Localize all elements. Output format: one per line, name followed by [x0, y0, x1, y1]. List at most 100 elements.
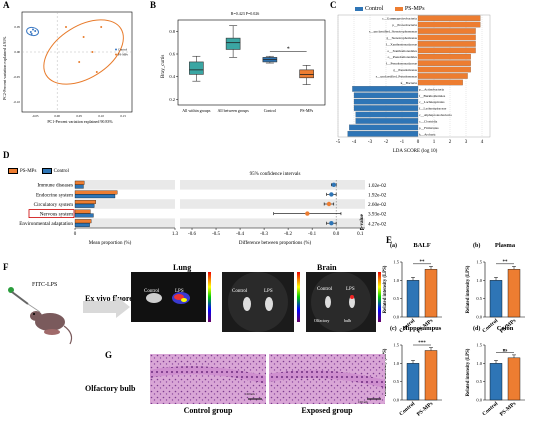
sig-mark: ** — [420, 260, 426, 265]
lefse-xtick: -3 — [368, 140, 373, 145]
panel-label-g: G — [105, 350, 113, 360]
function-name: Environmental adaptation — [19, 221, 73, 227]
olfactory-bulb-row-label: Olfactory bulb — [85, 384, 136, 393]
bray-ytick: 0.2 — [169, 97, 175, 102]
ytick: 0.0 — [393, 398, 399, 403]
right-xtick: -0.5 — [212, 232, 220, 237]
brain2-control-sample — [325, 296, 331, 308]
lefse-bar — [417, 15, 481, 22]
lefse-label: g__Stenotrophomonas — [386, 36, 417, 40]
ytick: 1.0 — [393, 278, 399, 283]
lefse-label: k__Archaea — [419, 132, 436, 136]
panel-label-e: E — [386, 235, 393, 245]
function-name: Nervous system — [40, 212, 73, 218]
pcoa-plot: -0.05 0.00 0.05 0.10 0.15 -0.10 -0.05 0.00 0.05 C… — [13, 11, 133, 118]
lefse-xtick: 1 — [433, 140, 436, 145]
brain2-lps-label: LPS — [346, 287, 355, 292]
scale-label-control: 100 um — [245, 392, 255, 396]
ytick: 1.0 — [476, 361, 482, 366]
lefse-label: c__Clostridia — [419, 119, 438, 123]
lefse-label: c__Gammaproteobacteria — [382, 17, 418, 21]
bray-category: PS-MPs — [300, 108, 314, 113]
function-name: Immune diseases — [37, 183, 73, 189]
bray-ytick: 0.6 — [169, 52, 175, 57]
lefse-label: f__Xanthomonadaceae — [386, 42, 418, 46]
lefse-bar — [349, 124, 419, 131]
lefse-bar — [355, 111, 419, 118]
ps-point — [100, 26, 103, 28]
lefse-label: f__Lachnospiraceae — [419, 107, 447, 111]
legend-label-ps: PS-MPs — [118, 53, 129, 57]
pcoa-xlabel: PC1-Percent variation explained 90.83% — [47, 119, 113, 124]
ex-vivo-label: Ex vivo fluorescence — [85, 294, 155, 303]
lung-title: Lung — [173, 263, 192, 272]
lefse-label: o__Xanthomonadales — [387, 49, 417, 53]
pcoa-xtick: 0.10 — [98, 114, 104, 118]
mouse-icon — [30, 311, 73, 345]
bray-category: All within groups — [182, 108, 211, 113]
legend-swatch-ps — [394, 6, 403, 11]
lefse-bar — [417, 66, 471, 73]
lefse-label: s__unclassified_Pseudomonas — [376, 75, 418, 79]
left-xtick: 1.3 — [172, 232, 179, 237]
y-axis-label: Related intensity (LPS) — [383, 348, 388, 396]
ytick: 1.0 — [476, 278, 482, 283]
subplot-letter: (b) — [473, 242, 480, 249]
ps-bar — [74, 219, 92, 224]
lung-control-label: Control — [144, 289, 160, 294]
lefse-bar — [417, 21, 481, 28]
pcoa-ytick: -0.05 — [13, 75, 20, 79]
legend-label-ps: PS-MPs — [20, 169, 37, 175]
p-value: 1.02e-02 — [368, 183, 387, 189]
box — [225, 37, 241, 50]
lefse-label: s__unclassified_Stenotrophomonas — [369, 30, 418, 34]
control-point — [32, 28, 34, 31]
ps-point — [91, 51, 94, 53]
subplot-title: BALF — [413, 242, 430, 249]
lefse-xtick: 3 — [465, 140, 468, 145]
lefse-bar — [417, 60, 471, 66]
colour-scale-brain1 — [297, 272, 300, 322]
pcoa-xtick: 0.05 — [76, 114, 82, 118]
brain-title: Brain — [317, 263, 337, 272]
brain1-control-sample — [243, 297, 251, 311]
ps-bar — [74, 209, 91, 214]
control-bar — [74, 223, 90, 227]
lung-control-sample — [146, 293, 162, 303]
difference-point — [305, 211, 310, 216]
legend-marker-ps — [115, 53, 117, 56]
right-xtick: 0.0 — [333, 232, 340, 237]
lefse-bar — [353, 98, 419, 105]
lefse-bar — [353, 92, 419, 99]
function-name: Circulatory system — [34, 202, 73, 208]
p-value: 1.92e-02 — [368, 193, 387, 199]
pcoa-xtick: 0.15 — [120, 114, 126, 118]
lefse-bar — [417, 28, 476, 34]
row-band — [180, 199, 365, 209]
legend-swatch-control — [41, 168, 52, 174]
panel-label-f: F — [3, 262, 9, 272]
subplot-letter: (d) — [473, 325, 480, 332]
lefse-bar — [352, 86, 419, 92]
lefse-bar — [417, 47, 476, 54]
right-xtick: -0.3 — [260, 232, 268, 237]
ytick: 0.0 — [393, 315, 399, 320]
brain1-control-label: Control — [232, 289, 248, 294]
box — [299, 69, 314, 79]
ytick: 0.5 — [393, 296, 399, 301]
subplot-title: Colon — [497, 325, 514, 332]
lefse-xtick: 2 — [449, 140, 452, 145]
lefse-xtick: -1 — [400, 140, 405, 145]
control-ellipse — [26, 26, 40, 37]
pcoa-frame — [21, 11, 133, 113]
panel-label-a: A — [3, 0, 10, 10]
subplot-letter: (c) — [390, 325, 397, 332]
control-bar — [74, 184, 84, 189]
function-name: Endocrine system — [36, 192, 73, 198]
control-point — [29, 31, 32, 33]
legend-label-control: Control — [365, 6, 384, 12]
lefse-legend: Control PS-MPs — [355, 6, 425, 13]
arrow-icon — [83, 296, 130, 318]
lung-image — [131, 272, 206, 322]
